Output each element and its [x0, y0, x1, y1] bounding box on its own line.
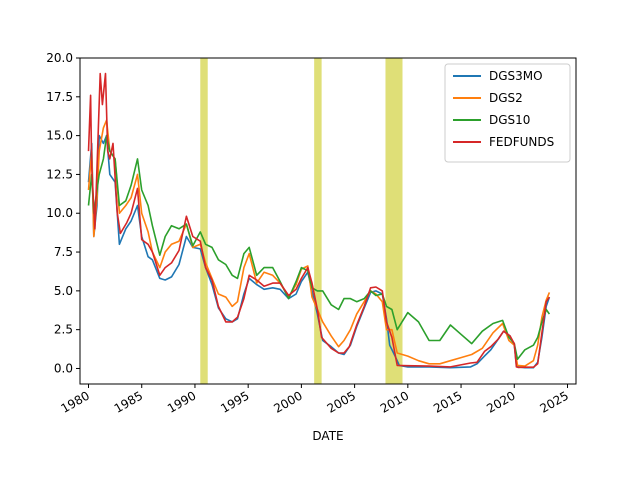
x-tick-label: 1995	[218, 388, 251, 415]
recession-bands	[200, 58, 403, 384]
recession-band-2	[314, 58, 322, 384]
y-tick-label: 2.5	[54, 323, 73, 337]
y-tick-label: 0.0	[54, 361, 73, 375]
legend: DGS3MO DGS2 DGS10 FEDFUNDS	[444, 63, 571, 163]
y-tick-label: 10.0	[46, 206, 73, 220]
legend-box	[444, 63, 571, 163]
y-tick-label: 12.5	[46, 167, 73, 181]
series-lines	[87, 72, 551, 369]
y-tick-label: 20.0	[46, 51, 73, 65]
recession-band-1	[200, 58, 208, 384]
y-tick-label: 5.0	[54, 284, 73, 298]
y-tick-label: 17.5	[46, 90, 73, 104]
legend-label-fedfunds: FEDFUNDS	[489, 135, 554, 149]
x-tick-label: 2005	[325, 388, 358, 415]
x-tick-label: 1980	[59, 388, 92, 415]
x-tick-label: 1985	[112, 388, 145, 415]
legend-label-dgs10: DGS10	[489, 113, 530, 127]
x-tick-label: 2000	[271, 388, 304, 415]
recession-band-3	[385, 58, 403, 384]
x-axis-title: DATE	[312, 429, 343, 443]
x-tick-label: 2010	[378, 388, 411, 415]
plot-area-frame	[79, 57, 577, 385]
legend-label-dgs3mo: DGS3MO	[489, 69, 543, 83]
legend-label-dgs2: DGS2	[489, 91, 523, 105]
x-tick-label: 2015	[431, 388, 464, 415]
x-tick-label: 2025	[538, 388, 571, 415]
x-axis: 1980 1985 1990 1995 2000 2005 2010 2015 2020 2025	[59, 384, 571, 416]
series-line-dgs10	[87, 134, 551, 361]
series-line-dgs2	[87, 119, 551, 367]
x-tick-label: 2020	[484, 388, 517, 415]
y-tick-label: 7.5	[54, 245, 73, 259]
series-line-dgs3mo	[87, 134, 551, 369]
y-tick-label: 15.0	[46, 129, 73, 143]
series-line-fedfunds	[87, 72, 551, 369]
x-tick-label: 1990	[165, 388, 198, 415]
y-axis: 0.0 2.5 5.0 7.5 10.0 12.5 15.0 17.5 20.0	[46, 51, 80, 375]
